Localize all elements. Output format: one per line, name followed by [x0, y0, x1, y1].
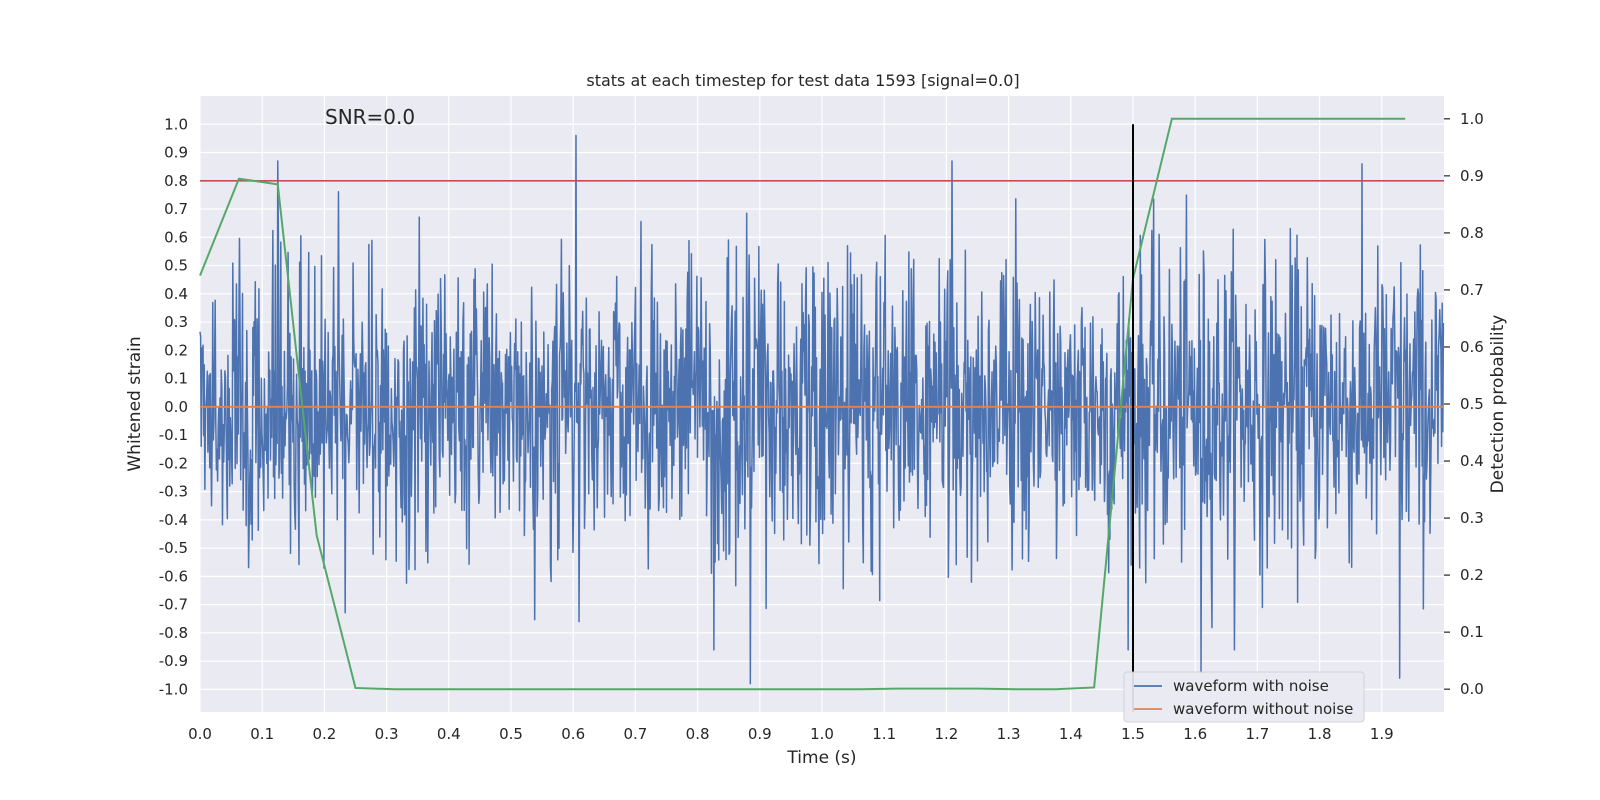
x-tick-label: 0.1 [250, 725, 274, 743]
y-tick-label: -0.6 [159, 567, 188, 585]
series-detection-probability [199, 117, 1406, 691]
y-tick-label: 0.7 [164, 200, 188, 218]
x-axis-label: Time (s) [786, 748, 856, 768]
x-tick-label: 0.0 [188, 725, 212, 743]
legend-entry-clean: waveform without noise [1173, 700, 1353, 718]
x-tick-label: 1.6 [1183, 725, 1207, 743]
x-tick-label: 0.2 [312, 725, 336, 743]
y-tick-label: 0.2 [164, 341, 188, 359]
legend-box [1123, 671, 1365, 723]
x-axis-ticks: 0.0 0.1 0.2 0.3 0.4 0.5 0.6 0.7 0.8 0.9 1.0 1.1 1.2 1… [188, 725, 1394, 743]
snr-annotation: SNR=0.0 [325, 105, 415, 129]
y-tick-label: 0.6 [164, 228, 188, 246]
chart-title: stats at each timestep for test data 159… [586, 71, 1019, 90]
y-tick-label: 0.5 [164, 257, 188, 275]
x-tick-label: 1.7 [1245, 725, 1269, 743]
right-tick-label: 1.0 [1460, 110, 1484, 128]
right-y-axis-label: Detection probability [1488, 315, 1508, 494]
y-tick-label: -1.0 [159, 680, 188, 698]
x-tick-label: 0.3 [375, 725, 399, 743]
y-tick-label: 0.3 [164, 313, 188, 331]
y-tick-label: -0.1 [159, 426, 188, 444]
legend: waveform with noise waveform without noi… [1123, 671, 1365, 723]
right-tick-label: 0.7 [1460, 281, 1484, 299]
y-tick-label: 0.0 [164, 398, 188, 416]
y-tick-label: -0.2 [159, 454, 188, 472]
y-tick-label: 0.1 [164, 370, 188, 388]
x-tick-label: 1.4 [1059, 725, 1083, 743]
y-tick-label: -0.5 [159, 539, 188, 557]
x-tick-label: 1.8 [1308, 725, 1332, 743]
y-tick-label: 0.9 [164, 144, 188, 162]
x-tick-label: 0.4 [437, 725, 461, 743]
y-tick-label: -0.7 [159, 596, 188, 614]
x-tick-label: 0.6 [561, 725, 585, 743]
x-tick-label: 1.1 [872, 725, 896, 743]
x-tick-label: 1.9 [1370, 725, 1394, 743]
x-tick-label: 1.0 [810, 725, 834, 743]
x-tick-label: 0.7 [623, 725, 647, 743]
x-tick-label: 1.2 [934, 725, 958, 743]
x-tick-label: 0.8 [686, 725, 710, 743]
y-axis-label: Whitened strain [125, 336, 145, 471]
right-axis-ticks: 1.0 0.9 0.8 0.7 0.6 0.5 0.4 0.3 0.2 0.1 0.0 [1444, 110, 1484, 698]
x-tick-label: 1.5 [1121, 725, 1145, 743]
y-tick-label: 1.0 [164, 115, 188, 133]
x-tick-label: 0.9 [748, 725, 772, 743]
right-tick-label: 0.8 [1460, 224, 1484, 242]
right-tick-label: 0.6 [1460, 338, 1484, 356]
y-axis-ticks: 1.0 0.9 0.8 0.7 0.6 0.5 0.4 0.3 0.2 0.1 0.0 -0.1 -0.… [159, 115, 188, 698]
right-tick-label: 0.1 [1460, 623, 1484, 641]
y-tick-label: -0.4 [159, 511, 188, 529]
noise-layer [199, 134, 1445, 685]
y-tick-label: -0.9 [159, 652, 188, 670]
right-tick-label: 0.5 [1460, 395, 1484, 413]
right-tick-label: 0.3 [1460, 509, 1484, 527]
right-tick-label: 0.0 [1460, 680, 1484, 698]
y-tick-label: 0.4 [164, 285, 188, 303]
x-tick-label: 1.3 [997, 725, 1021, 743]
lines-layer [199, 117, 1444, 712]
y-tick-label: -0.3 [159, 483, 188, 501]
legend-entry-noise: waveform with noise [1173, 677, 1329, 695]
right-tick-label: 0.2 [1460, 566, 1484, 584]
x-tick-label: 0.5 [499, 725, 523, 743]
right-tick-label: 0.9 [1460, 167, 1484, 185]
y-tick-label: -0.8 [159, 624, 188, 642]
y-tick-label: 0.8 [164, 172, 188, 190]
right-tick-label: 0.4 [1460, 452, 1484, 470]
series-waveform-with-noise [199, 134, 1445, 685]
